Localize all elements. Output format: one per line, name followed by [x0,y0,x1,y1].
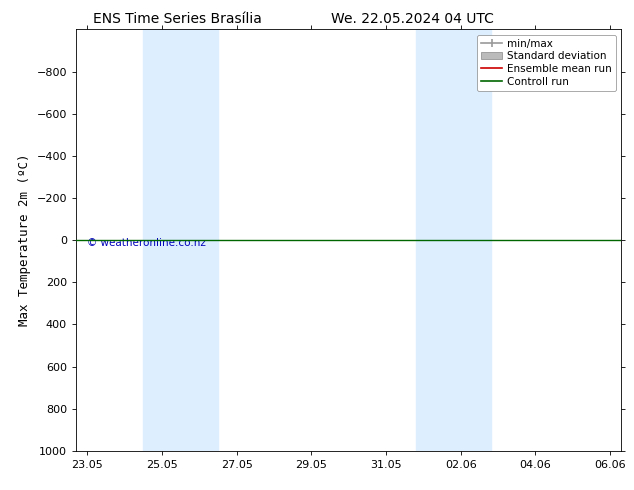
Text: © weatheronline.co.nz: © weatheronline.co.nz [87,238,206,248]
Text: We. 22.05.2024 04 UTC: We. 22.05.2024 04 UTC [331,12,493,26]
Bar [143,29,218,451]
Bar [416,29,491,451]
Legend: min/max, Standard deviation, Ensemble mean run, Controll run: min/max, Standard deviation, Ensemble me… [477,35,616,91]
Y-axis label: Max Temperature 2m (ºC): Max Temperature 2m (ºC) [18,154,31,326]
Text: ENS Time Series Brasília: ENS Time Series Brasília [93,12,262,26]
